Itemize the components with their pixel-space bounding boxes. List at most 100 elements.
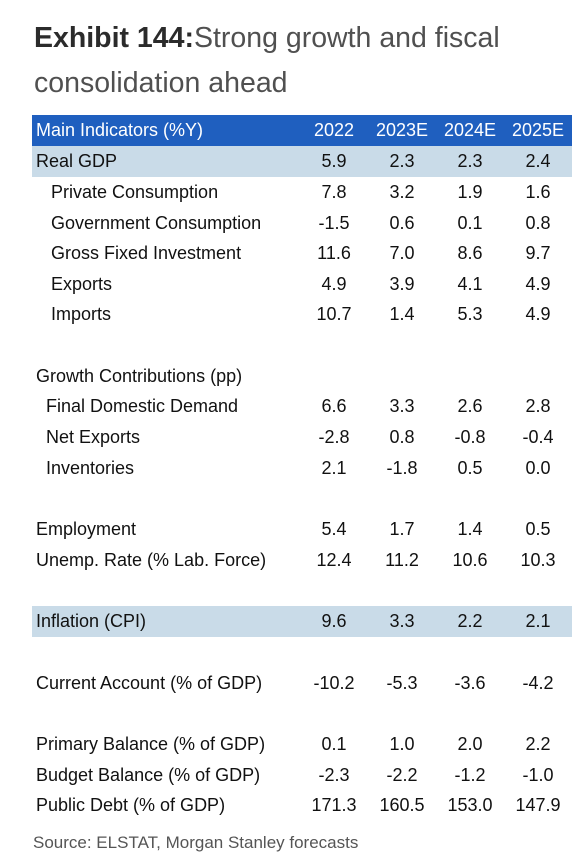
cell-2024e: 2.0 (457, 734, 483, 754)
cell-2024e: -3.6 (454, 673, 486, 693)
cell-2023e: 1.7 (389, 519, 415, 539)
cell-2023e: 0.6 (389, 213, 415, 233)
row-label: Inflation (CPI) (36, 611, 147, 631)
cell-2023e: 2.3 (389, 151, 415, 171)
table-row: Unemp. Rate (% Lab. Force) 12.4 11.2 10.… (32, 545, 572, 576)
cell-2025e: 0.8 (525, 213, 551, 233)
table-row: Primary Balance (% of GDP) 0.1 1.0 2.0 2… (32, 729, 572, 760)
cell-2022: -10.2 (313, 673, 355, 693)
table-row: Inflation (CPI) 9.6 3.3 2.2 2.1 (32, 606, 572, 637)
section-heading: Growth Contributions (pp) (32, 361, 572, 392)
cell-2022: -2.3 (318, 765, 350, 785)
table-row: Current Account (% of GDP) -10.2 -5.3 -3… (32, 668, 572, 699)
cell-2025e: 9.7 (525, 243, 551, 263)
cell-2022: 11.6 (317, 243, 351, 263)
header-label: Main Indicators (%Y) (36, 120, 204, 140)
cell-2025e: 4.9 (525, 304, 551, 324)
title-line-2: consolidation ahead (34, 67, 288, 99)
cell-2022: 12.4 (316, 550, 352, 570)
cell-2023e: 1.4 (389, 304, 415, 324)
cell-2025e: 147.9 (515, 795, 561, 815)
row-label: Net Exports (46, 427, 141, 447)
exhibit-title: Exhibit 144:Strong growth and fiscal con… (34, 16, 579, 106)
cell-2024e: 0.5 (457, 458, 483, 478)
cell-2025e: 0.0 (525, 458, 551, 478)
row-label: Public Debt (% of GDP) (36, 795, 226, 815)
cell-2025e: 1.6 (525, 182, 551, 202)
cell-2023e: 7.0 (389, 243, 415, 263)
title-line-1: Strong growth and fiscal (193, 22, 500, 54)
cell-2022: -2.8 (318, 427, 350, 447)
cell-2022: 171.3 (311, 795, 357, 815)
row-label: Government Consumption (51, 213, 262, 233)
cell-2023e: -2.2 (386, 765, 418, 785)
row-label: Employment (36, 519, 137, 539)
cell-2024e: 8.6 (457, 243, 483, 263)
cell-2022: 5.4 (321, 519, 347, 539)
row-label: Private Consumption (51, 182, 219, 202)
row-label: Final Domestic Demand (46, 396, 239, 416)
table-row: Imports 10.7 1.4 5.3 4.9 (32, 299, 572, 330)
cell-2022: 7.8 (321, 182, 347, 202)
table-row: Final Domestic Demand 6.6 3.3 2.6 2.8 (32, 391, 572, 422)
cell-2022: 2.1 (321, 458, 347, 478)
table-header: Main Indicators (%Y) 2022 2023E 2024E 20… (32, 115, 572, 146)
cell-2023e: -1.8 (386, 458, 418, 478)
cell-2023e: 11.2 (385, 550, 419, 570)
cell-2025e: -4.2 (522, 673, 554, 693)
row-label: Real GDP (36, 151, 118, 171)
row-label: Inventories (46, 458, 135, 478)
table-row: Net Exports -2.8 0.8 -0.8 -0.4 (32, 422, 572, 453)
cell-2024e: 2.6 (457, 396, 483, 416)
cell-2024e: 2.3 (457, 151, 483, 171)
cell-2023e: 3.3 (389, 396, 415, 416)
cell-2025e: 2.4 (525, 151, 551, 171)
cell-2024e: 153.0 (447, 795, 493, 815)
cell-2023e: 3.3 (389, 611, 415, 631)
table-row: Public Debt (% of GDP) 171.3 160.5 153.0… (32, 790, 572, 821)
header-2022: 2022 (313, 120, 355, 140)
cell-2022: 9.6 (321, 611, 347, 631)
cell-2024e: -1.2 (454, 765, 486, 785)
table-row: Real GDP 5.9 2.3 2.3 2.4 (32, 146, 572, 177)
table-row: Exports 4.9 3.9 4.1 4.9 (32, 269, 572, 300)
cell-2025e: 0.5 (525, 519, 551, 539)
cell-2023e: 160.5 (379, 795, 425, 815)
row-label: Imports (51, 304, 112, 324)
cell-2025e: -0.4 (522, 427, 554, 447)
cell-2024e: 5.3 (457, 304, 483, 324)
cell-2023e: 0.8 (389, 427, 415, 447)
cell-2022: 4.9 (321, 274, 347, 294)
source-note: Source: ELSTAT, Morgan Stanley forecasts (33, 833, 359, 852)
row-label: Primary Balance (% of GDP) (36, 734, 266, 754)
cell-2022: 5.9 (321, 151, 347, 171)
cell-2025e: -1.0 (522, 765, 554, 785)
cell-2024e: 10.6 (452, 550, 488, 570)
cell-2023e: 3.9 (389, 274, 415, 294)
cell-2025e: 4.9 (525, 274, 551, 294)
cell-2022: -1.5 (318, 213, 350, 233)
cell-2022: 10.7 (316, 304, 352, 324)
cell-2024e: -0.8 (454, 427, 486, 447)
cell-2025e: 2.8 (525, 396, 551, 416)
table-row: Private Consumption 7.8 3.2 1.9 1.6 (32, 177, 572, 208)
table-row: Employment 5.4 1.7 1.4 0.5 (32, 514, 572, 545)
cell-2024e: 1.9 (457, 182, 483, 202)
row-label: Unemp. Rate (% Lab. Force) (36, 550, 267, 570)
table-row: Inventories 2.1 -1.8 0.5 0.0 (32, 453, 572, 484)
cell-2024e: 0.1 (457, 213, 483, 233)
cell-2023e: 1.0 (389, 734, 415, 754)
exhibit-label: Exhibit 144: (34, 22, 194, 54)
cell-2022: 6.6 (321, 396, 347, 416)
cell-2025e: 10.3 (520, 550, 556, 570)
row-label: Current Account (% of GDP) (36, 673, 263, 693)
cell-2024e: 1.4 (457, 519, 483, 539)
cell-2024e: 2.2 (457, 611, 483, 631)
row-label: Gross Fixed Investment (51, 243, 242, 263)
cell-2025e: 2.1 (525, 611, 551, 631)
table-row: Gross Fixed Investment 11.6 7.0 8.6 9.7 (32, 238, 572, 269)
cell-2024e: 4.1 (457, 274, 483, 294)
cell-2025e: 2.2 (525, 734, 551, 754)
header-2024e: 2024E (443, 120, 497, 140)
cell-2023e: 3.2 (389, 182, 415, 202)
